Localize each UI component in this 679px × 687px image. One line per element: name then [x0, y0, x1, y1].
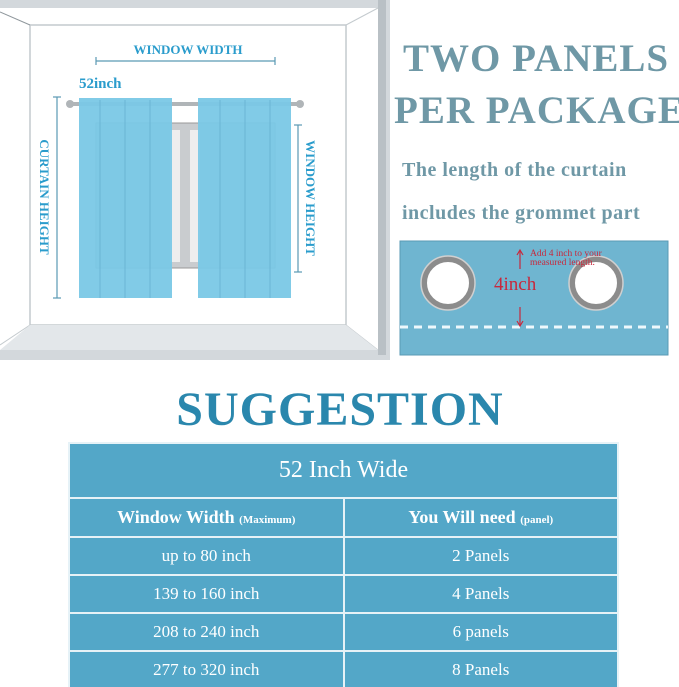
- headline-line2: PER PACKAGE: [394, 89, 679, 132]
- panels-cell: 2 Panels: [342, 536, 619, 576]
- col1-note: (Maximum): [239, 514, 296, 526]
- col1-label: Window Width: [117, 507, 235, 527]
- col2-label: You Will need: [408, 507, 516, 527]
- grommet-detail: 4inch Add 4 inch to your measured length…: [399, 240, 669, 356]
- window-width-cell: up to 80 inch: [68, 536, 345, 576]
- col2-note: (panel): [520, 514, 554, 526]
- grommet-icon: [569, 256, 623, 310]
- window-width-cell: 277 to 320 inch: [68, 650, 345, 687]
- suggestion-title: SUGGESTION: [176, 383, 504, 436]
- window-width-cell: 139 to 160 inch: [68, 574, 345, 614]
- panel-width-label: 52inch: [79, 76, 122, 92]
- table-row: up to 80 inch 2 Panels: [68, 536, 619, 576]
- window-height-label: WINDOW HEIGHT: [303, 140, 318, 256]
- curtain-height-label: CURTAIN HEIGHT: [37, 139, 52, 255]
- table-row: 277 to 320 inch 8 Panels: [68, 650, 619, 687]
- column-header-window-width: Window Width (Maximum): [68, 497, 345, 538]
- grommet-tip-line1: Add 4 inch to your: [530, 249, 603, 259]
- room-diagram: WINDOW WIDTH 52inch CURTAIN HEIGHT WINDO…: [0, 0, 390, 360]
- grommet-icon: [421, 256, 475, 310]
- panels-cell: 4 Panels: [342, 574, 619, 614]
- table-row: 208 to 240 inch 6 panels: [68, 612, 619, 652]
- window-width-label: WINDOW WIDTH: [134, 42, 243, 57]
- column-header-panels-needed: You Will need (panel): [342, 497, 619, 538]
- table-row: 139 to 160 inch 4 Panels: [68, 574, 619, 614]
- note-line2: includes the grommet part: [402, 202, 641, 224]
- panels-cell: 6 panels: [342, 612, 619, 652]
- suggestion-table: 52 Inch Wide Window Width (Maximum) You …: [68, 442, 619, 687]
- window-width-cell: 208 to 240 inch: [68, 612, 345, 652]
- headline-line1: TWO PANELS: [403, 37, 670, 80]
- panels-cell: 8 Panels: [342, 650, 619, 687]
- table-title: 52 Inch Wide: [68, 442, 619, 499]
- grommet-measure: 4inch: [494, 274, 537, 295]
- grommet-tip-line2: measured length.: [530, 258, 595, 268]
- note-line1: The length of the curtain: [402, 159, 627, 181]
